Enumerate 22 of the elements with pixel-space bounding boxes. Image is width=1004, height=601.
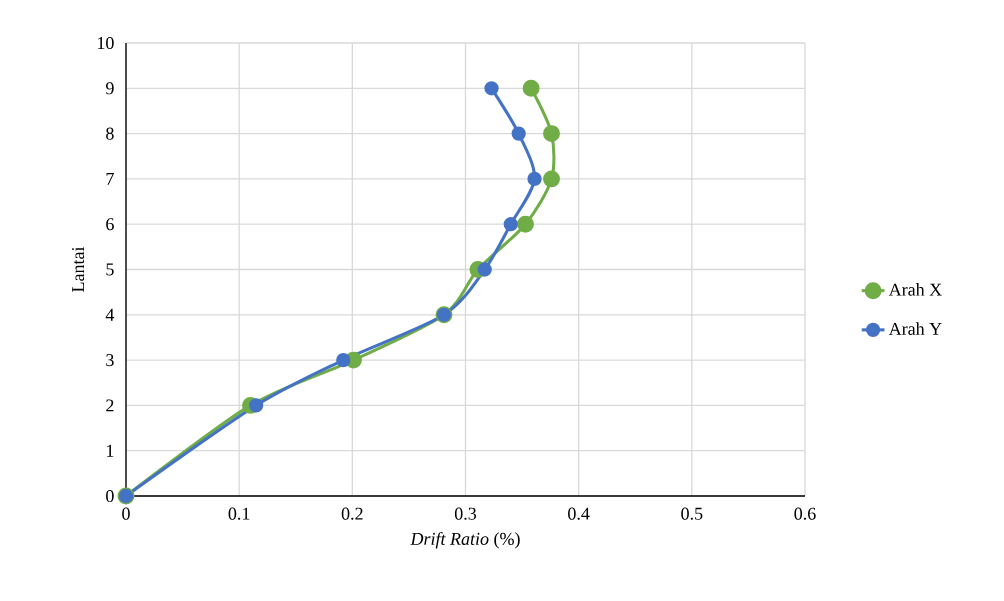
y-tick-label: 7 [106,173,114,185]
x-tick-label: 0.1 [228,507,250,520]
y-tick-label: 0 [106,489,114,503]
y-tick-label: 5 [106,263,114,276]
y-tick-label: 4 [105,308,115,321]
y-tick-label: 6 [106,218,114,231]
y-tick-label: 8 [106,127,114,140]
y-tick-label: 9 [105,82,114,95]
x-tick-label: 0.3 [454,507,477,520]
x-axis-title: Drift Ratio (%) [410,532,520,549]
x-tick-label: 0.6 [794,507,816,520]
y-tick-label: 3 [106,354,114,367]
y-tick-label: 1 [106,444,114,457]
x-tick-label: 0 [122,507,130,520]
x-tick-label: 0.4 [568,507,590,520]
y-axis-title: Lantai [72,246,85,292]
x-tick-label: 0.2 [341,507,363,520]
y-tick-label: 10 [97,36,114,50]
legend-label: Arah X [888,283,942,296]
y-tick-label: 2 [106,399,114,412]
legend-label: Arah Y [888,322,942,335]
x-tick-label: 0.5 [681,507,703,520]
